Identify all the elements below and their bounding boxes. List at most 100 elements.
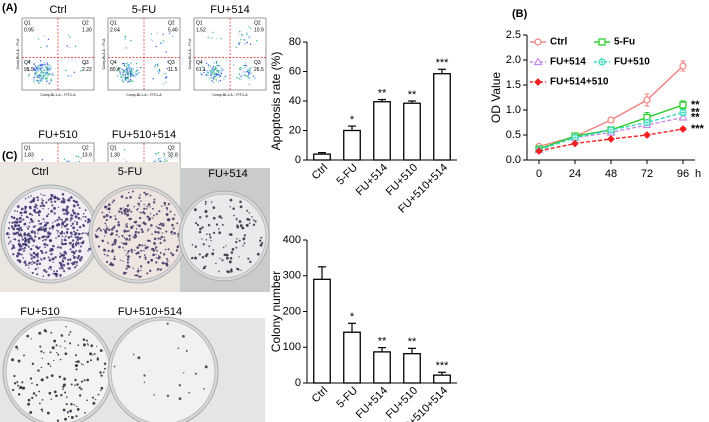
colony <box>259 243 263 247</box>
quadrant-value: 95.5 <box>24 67 34 73</box>
colony <box>127 204 130 207</box>
event-dot <box>203 69 205 71</box>
colony <box>118 210 121 213</box>
colony <box>61 240 63 242</box>
colony <box>65 239 67 242</box>
y-tick-label: 400 <box>283 234 301 246</box>
event-dot <box>130 62 132 64</box>
colony <box>61 238 63 241</box>
colony <box>252 219 255 222</box>
x-tick-label: 96 <box>677 168 689 180</box>
event-dot <box>222 69 224 71</box>
colony <box>121 234 124 237</box>
quadrant-name: Q3 <box>168 60 175 66</box>
event-dot <box>41 71 43 73</box>
y-tick-label: 100 <box>283 341 301 353</box>
colony <box>68 197 71 200</box>
event-dot <box>243 39 246 41</box>
colony <box>141 244 144 247</box>
colony <box>71 239 75 242</box>
colony <box>113 255 116 258</box>
colony <box>61 226 63 228</box>
colony <box>75 241 78 243</box>
colony <box>40 228 43 232</box>
colony <box>235 219 237 221</box>
colony <box>223 253 227 257</box>
colony <box>70 213 72 215</box>
bar <box>433 73 451 161</box>
point <box>535 147 543 155</box>
colony <box>45 201 48 204</box>
event-dot <box>38 81 40 84</box>
colony <box>143 207 146 210</box>
colony <box>95 235 99 239</box>
colony <box>51 346 55 350</box>
significance: ** <box>691 106 700 118</box>
colony <box>50 194 54 198</box>
colony <box>50 268 52 271</box>
event-dot <box>127 63 129 66</box>
colony <box>155 225 158 228</box>
event-dot <box>214 66 217 68</box>
colony <box>103 362 107 365</box>
colony <box>34 267 37 271</box>
quadrant-name: Q1 <box>110 20 117 26</box>
colony <box>59 232 62 234</box>
colony <box>31 214 34 216</box>
event-dot <box>33 80 35 82</box>
colony <box>157 257 160 260</box>
colony <box>158 223 161 226</box>
colony <box>44 238 47 241</box>
colony <box>125 271 127 274</box>
colony <box>152 207 154 210</box>
colony <box>82 338 86 341</box>
colony <box>124 208 127 210</box>
colony <box>41 198 43 200</box>
colony <box>43 224 46 227</box>
event-dot <box>35 79 38 82</box>
colony <box>22 257 24 259</box>
colony <box>49 365 52 367</box>
colony <box>151 233 153 236</box>
quadrant-name: Q4 <box>24 60 31 66</box>
event-dot <box>207 74 209 76</box>
colony <box>148 217 152 220</box>
event-dot <box>243 64 245 67</box>
event-dot <box>247 69 249 71</box>
colony <box>35 211 37 214</box>
colony <box>40 205 42 208</box>
colony <box>8 233 11 235</box>
colony <box>191 256 194 259</box>
colony <box>122 246 124 249</box>
event-dot <box>40 77 43 80</box>
bar <box>373 351 391 384</box>
colony <box>107 242 109 245</box>
colony <box>40 366 43 369</box>
colony <box>158 255 160 257</box>
colony <box>12 227 16 231</box>
y-tick-label: 0 <box>295 154 301 166</box>
quadrant-value: 26.5 <box>254 67 264 73</box>
colony <box>23 261 26 264</box>
event-dot <box>42 72 45 74</box>
colony <box>23 354 25 357</box>
colony <box>94 398 97 401</box>
event-dot <box>240 78 243 81</box>
event-dot <box>159 160 162 162</box>
event-dot <box>35 67 38 69</box>
colony <box>86 378 90 382</box>
y-tick-label: 2.5 <box>506 29 521 41</box>
colony <box>136 246 140 249</box>
colony <box>62 264 66 267</box>
event-dot <box>212 72 214 74</box>
event-dot <box>119 71 121 73</box>
y-axis-label: Comp-BL3-A :: PI-A <box>188 38 192 69</box>
colony <box>65 325 67 328</box>
colony <box>57 206 60 209</box>
colony <box>57 235 60 238</box>
colony <box>128 217 131 221</box>
colony <box>64 340 66 342</box>
colony <box>71 245 75 249</box>
colony <box>27 398 31 402</box>
event-dot <box>240 75 242 78</box>
